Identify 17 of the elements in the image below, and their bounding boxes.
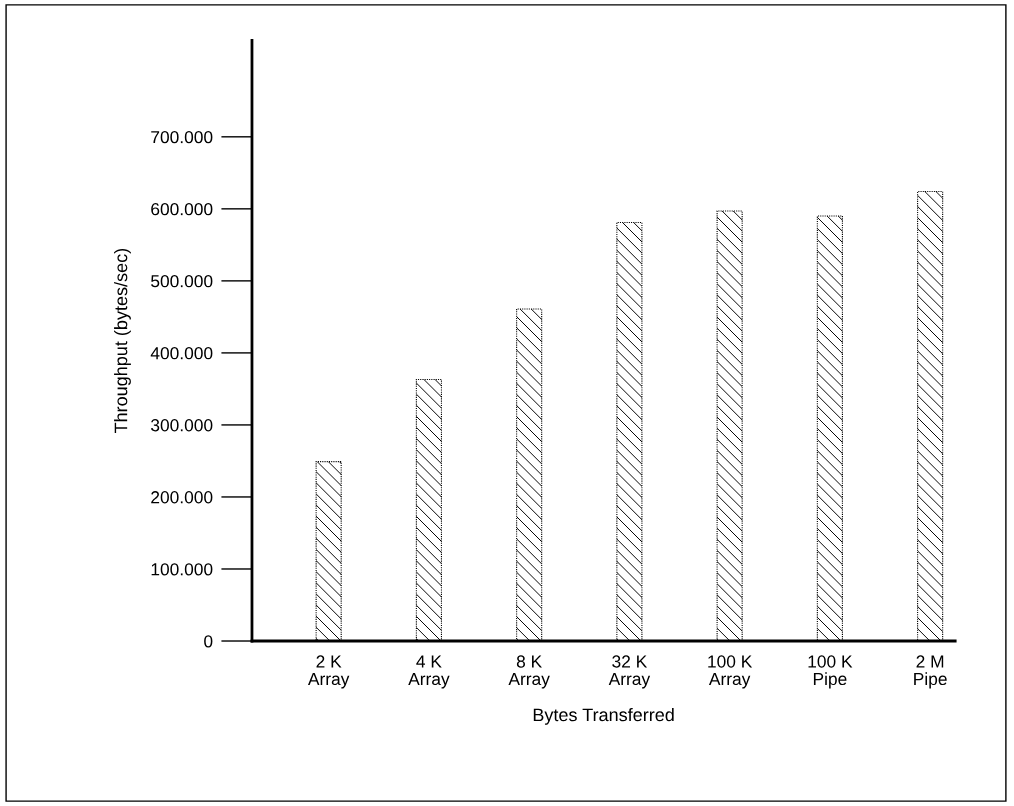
y-axis-title: Throughput (bytes/sec) xyxy=(114,248,131,434)
y-tick-label: 600.000 xyxy=(151,203,213,216)
y-tick-label: 700.000 xyxy=(151,130,213,144)
y-tick-label: 500.000 xyxy=(151,275,213,288)
x-tick-label: 8 K Array xyxy=(508,655,550,689)
x-tick-label: 100 K Array xyxy=(708,655,753,689)
x-tick-label: 32 K Array xyxy=(608,655,651,689)
y-tick-label: 0 xyxy=(204,635,213,648)
y-tick-label: 300.000 xyxy=(151,419,213,432)
x-tick-label: 4 K Array xyxy=(408,655,450,689)
y-tick-label: 100.000 xyxy=(151,563,213,576)
x-tick-label: 2 K Array xyxy=(307,655,350,689)
x-tick-label: 2 M Pipe xyxy=(914,655,947,689)
x-axis-title: Bytes Transferred xyxy=(533,707,674,725)
x-tick-label: 100 K Pipe xyxy=(808,655,853,689)
y-tick-label: 200.000 xyxy=(151,491,213,504)
y-tick-label: 400.000 xyxy=(150,347,213,360)
